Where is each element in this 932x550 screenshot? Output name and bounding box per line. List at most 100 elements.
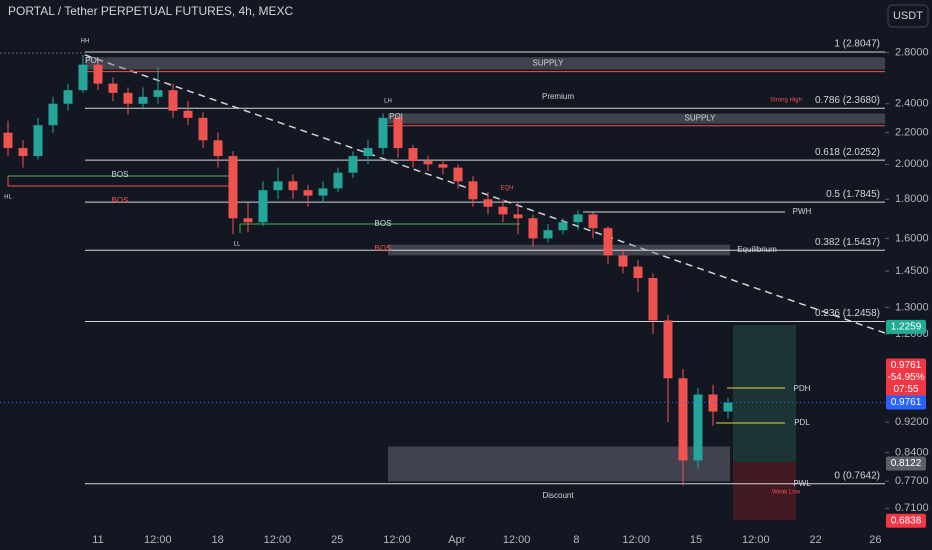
- candle-body: [648, 278, 658, 321]
- candle-body: [723, 402, 733, 412]
- annotation: HL: [4, 195, 12, 201]
- candle-body: [303, 190, 313, 196]
- annotation: Weak Low: [772, 490, 801, 496]
- annotation: Premium: [542, 92, 574, 101]
- candle-body: [618, 255, 628, 267]
- price-tag-label: 0.9761: [891, 360, 922, 371]
- candle-body: [603, 228, 613, 256]
- candle-body: [318, 188, 328, 196]
- fib-label: 1 (2.8047): [834, 39, 880, 50]
- candle-body: [108, 83, 118, 93]
- y-tick-label: 0.7700: [895, 475, 929, 487]
- zone-label: SUPPLY: [685, 114, 717, 123]
- x-tick-label: 11: [92, 534, 103, 546]
- price-tag-label: 0.8122: [891, 458, 922, 469]
- x-tick-label: 15: [690, 534, 702, 546]
- candle-body: [573, 214, 583, 223]
- x-tick-label: 12:00: [622, 534, 650, 546]
- candle-body: [63, 90, 73, 104]
- y-tick-label: 1.8000: [895, 193, 929, 205]
- candle-body: [138, 96, 148, 104]
- loss-zone: [733, 462, 796, 520]
- candle-body: [528, 218, 538, 239]
- annotation: POI: [389, 112, 403, 121]
- currency-button[interactable]: [887, 4, 929, 28]
- candle-body: [588, 214, 598, 229]
- price-tag-label: 0.9761: [891, 397, 922, 408]
- candle-body: [378, 117, 388, 149]
- x-tick-label: 22: [809, 534, 821, 546]
- candle-body: [483, 199, 493, 207]
- y-tick-label: 2.8000: [895, 46, 929, 58]
- price-tag: [886, 319, 926, 334]
- y-tick-label: 2.2000: [895, 127, 929, 139]
- fib-label: 0.382 (1.5437): [815, 237, 880, 248]
- annotation: PDL: [794, 418, 810, 427]
- candle-body: [288, 181, 298, 191]
- x-tick-label: 12:00: [144, 534, 172, 546]
- profit-zone: [733, 325, 796, 462]
- candle-body: [123, 92, 133, 104]
- price-tag: [886, 395, 926, 410]
- annotation: BOS: [112, 170, 129, 179]
- candle-body: [3, 132, 13, 149]
- candle-body: [423, 160, 433, 165]
- zone: [388, 113, 885, 124]
- annotation: BOS: [112, 196, 129, 205]
- candle-body: [363, 148, 373, 157]
- price-change: -54.95%: [887, 372, 924, 383]
- annotation: PWL: [793, 479, 811, 488]
- fib-label: 0.236 (1.2458): [815, 308, 880, 319]
- candle-body: [273, 181, 283, 191]
- candle-body: [18, 148, 28, 157]
- y-tick-label: 0.7100: [895, 502, 929, 514]
- x-tick-label: 12:00: [503, 534, 531, 546]
- candle-body: [33, 125, 43, 157]
- fib-label: 0.786 (2.3680): [815, 95, 880, 106]
- price-tag: [886, 358, 926, 397]
- candle-body: [213, 140, 223, 157]
- y-tick-label: 1.4500: [895, 265, 929, 277]
- annotation: BOS: [375, 219, 392, 228]
- y-tick-label: 2.0000: [895, 158, 929, 170]
- x-tick-label: 18: [211, 534, 223, 546]
- candle-body: [228, 156, 238, 219]
- candle-body: [258, 190, 268, 223]
- candle-body: [633, 266, 643, 279]
- y-tick-label: 2.4000: [895, 98, 929, 110]
- annotation: HH: [81, 39, 90, 45]
- price-tag-label: 0.6838: [891, 515, 922, 526]
- candle-body: [48, 103, 58, 126]
- price-tag: [886, 456, 926, 471]
- zone: [388, 446, 730, 482]
- candle-body: [153, 90, 163, 97]
- candle-body: [678, 378, 688, 461]
- candle-body: [498, 206, 508, 215]
- candle-body: [78, 64, 88, 91]
- candle-body: [468, 181, 478, 200]
- candle-body: [438, 164, 448, 168]
- candle-body: [243, 218, 253, 223]
- candle-body: [693, 394, 703, 461]
- candle-body: [168, 90, 178, 111]
- candle-body: [543, 230, 553, 239]
- x-tick-label: 12:00: [264, 534, 292, 546]
- annotation: POI: [85, 56, 99, 65]
- candle-body: [93, 64, 103, 84]
- x-tick-label: Apr: [448, 534, 465, 546]
- fib-label: 0 (0.7642): [834, 470, 880, 481]
- candle-body: [348, 156, 358, 173]
- candle-body: [393, 117, 403, 149]
- price-tag-label: 1.2259: [891, 321, 922, 332]
- countdown: 07:55: [893, 384, 918, 395]
- annotation: PDH: [794, 384, 811, 393]
- currency[interactable]: USDT: [893, 10, 923, 22]
- candle-body: [408, 148, 418, 161]
- annotation: PWH: [793, 207, 812, 216]
- x-tick-label: 25: [331, 534, 343, 546]
- candle-body: [333, 172, 343, 189]
- candle-body: [663, 320, 673, 379]
- annotation: Strong High: [770, 98, 802, 104]
- zone: [85, 57, 885, 70]
